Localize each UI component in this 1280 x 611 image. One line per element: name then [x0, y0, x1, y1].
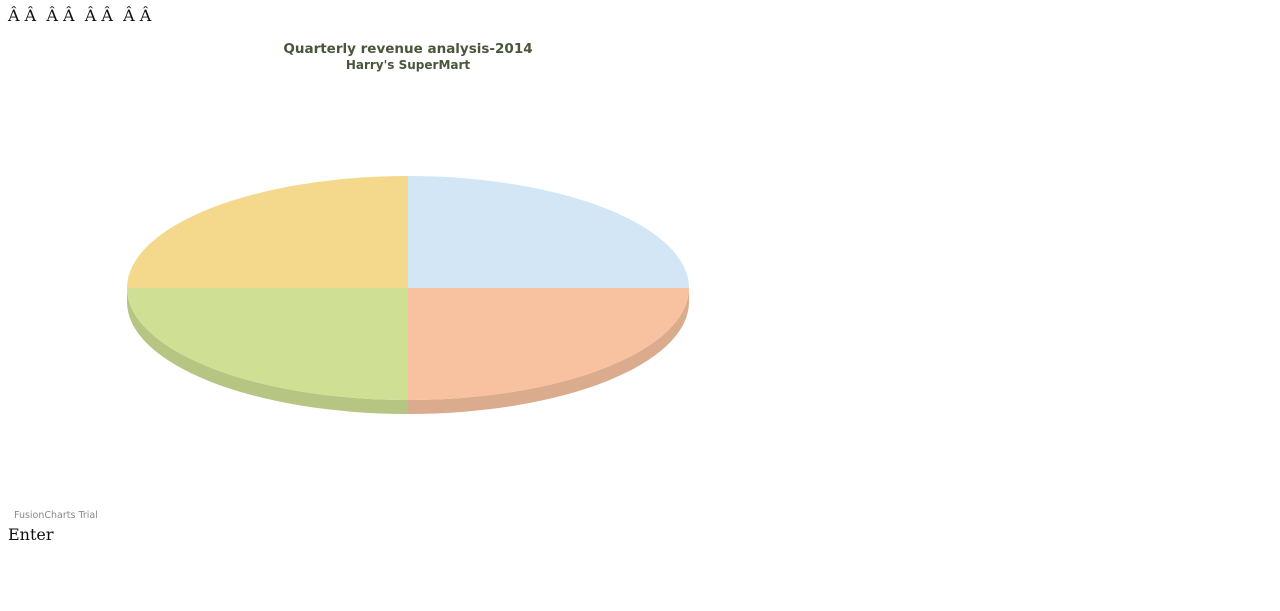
chart-title: Quarterly revenue analysis-2014	[283, 41, 532, 57]
pie-slice-3[interactable]	[127, 288, 408, 400]
header-text: Â Â Â Â Â Â Â Â	[8, 6, 152, 25]
pie-chart: Quarterly revenue analysis-2014 Harry's …	[8, 30, 808, 500]
pie-chart-svg: Quarterly revenue analysis-2014 Harry's …	[127, 41, 689, 414]
chart-subtitle: Harry's SuperMart	[346, 58, 471, 72]
pie-slice-side-3	[127, 288, 408, 414]
pie-top-group	[127, 176, 689, 400]
pie-slice-1[interactable]	[408, 176, 689, 288]
footer-text: Enter	[8, 525, 54, 544]
pie-side-group	[127, 288, 689, 414]
pie-slice-side-2	[408, 288, 689, 414]
watermark-text: FusionCharts Trial	[14, 510, 98, 521]
pie-slice-4[interactable]	[127, 176, 408, 288]
pie-slice-2[interactable]	[408, 288, 689, 400]
